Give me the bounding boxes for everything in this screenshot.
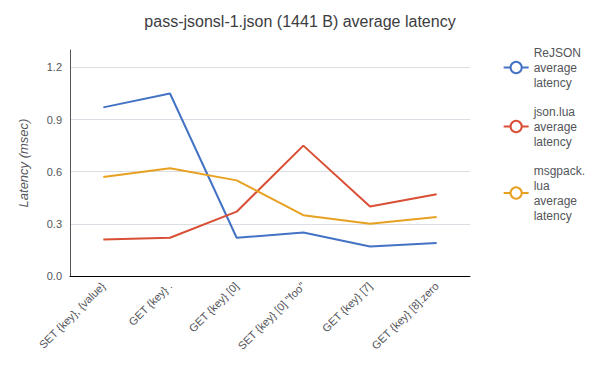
svg-text:Latency (msec): Latency (msec)	[16, 119, 31, 208]
svg-text:GET {key} [8].zero: GET {key} [8].zero	[369, 280, 441, 352]
svg-text:latency: latency	[534, 135, 572, 149]
svg-text:0.6: 0.6	[47, 166, 62, 178]
svg-text:average: average	[534, 120, 578, 134]
svg-text:GET {key} [0]: GET {key} [0]	[186, 280, 241, 335]
svg-text:GET {key} [7]: GET {key} [7]	[320, 280, 375, 335]
svg-text:0.3: 0.3	[47, 218, 62, 230]
svg-text:json.lua: json.lua	[533, 105, 576, 119]
svg-text:0.0: 0.0	[47, 270, 62, 282]
svg-text:ReJSON: ReJSON	[534, 46, 581, 60]
svg-text:SET {key}, {value}: SET {key}, {value}	[37, 280, 108, 351]
svg-text:SET {key} [0] "foo": SET {key} [0] "foo"	[235, 280, 307, 352]
svg-text:0.9: 0.9	[47, 114, 62, 126]
svg-text:average: average	[534, 61, 578, 75]
svg-text:msgpack.: msgpack.	[534, 164, 585, 178]
svg-text:latency: latency	[534, 209, 572, 223]
svg-text:1.2: 1.2	[47, 61, 62, 73]
svg-text:GET {key} .: GET {key} .	[126, 280, 174, 328]
svg-text:latency: latency	[534, 76, 572, 90]
svg-text:average: average	[534, 194, 578, 208]
svg-text:pass-jsonsl-1.json (1441 B) av: pass-jsonsl-1.json (1441 B) average late…	[144, 13, 455, 30]
svg-text:lua: lua	[534, 179, 550, 193]
